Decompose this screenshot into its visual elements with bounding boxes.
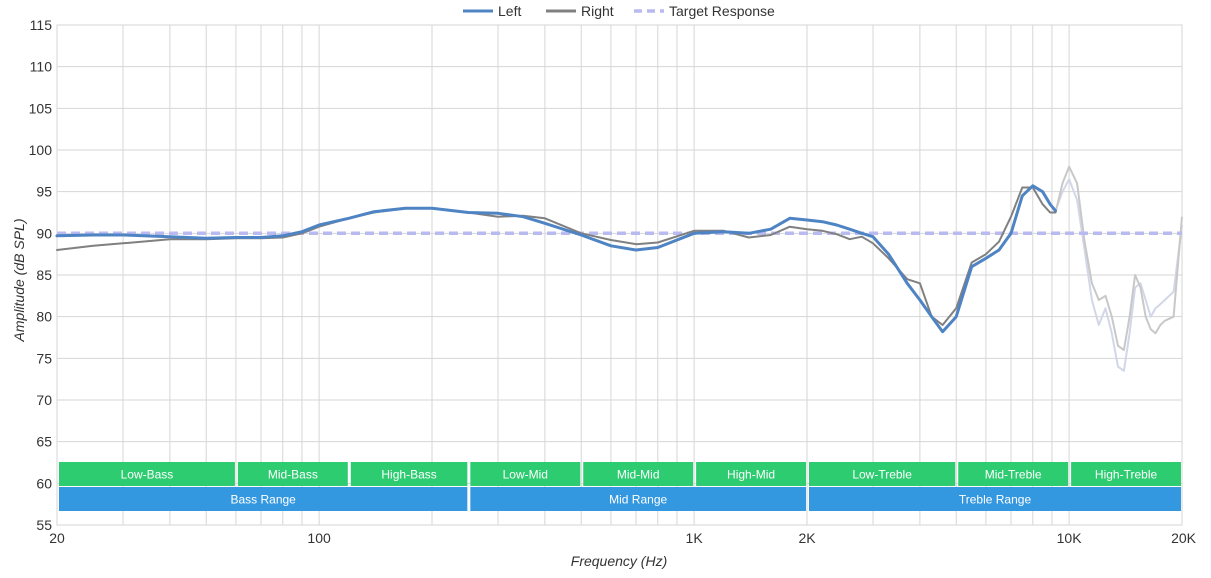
y-tick-label: 95 xyxy=(36,184,52,200)
faded-series-line xyxy=(1054,165,1183,351)
legend-label: Target Response xyxy=(669,3,775,19)
y-tick-label: 105 xyxy=(29,100,53,116)
y-tick-label: 80 xyxy=(36,309,52,325)
legend-label: Right xyxy=(581,3,614,19)
x-tick-label: 10K xyxy=(1057,530,1083,546)
frequency-bands: Low-Bass Mid-Bass High-Bass Low-Mid Mid-Mid H… xyxy=(59,462,1181,511)
y-axis-label: Amplitude (dB SPL) xyxy=(11,219,27,343)
y-tick-label: 110 xyxy=(30,59,53,75)
legend-label: Left xyxy=(498,3,521,19)
y-tick-label: 90 xyxy=(36,225,52,241)
x-axis-ticks: 20 100 1K 2K 10K 20K xyxy=(49,530,1196,546)
band-label: Low-Treble xyxy=(852,468,912,482)
x-tick-label: 2K xyxy=(798,530,816,546)
x-axis-label: Frequency (Hz) xyxy=(571,553,667,569)
band-label: Treble Range xyxy=(959,493,1032,507)
x-tick-label: 20 xyxy=(49,530,65,546)
legend: Left Right Target Response xyxy=(463,3,775,19)
band-label: High-Bass xyxy=(381,468,436,482)
y-tick-label: 70 xyxy=(36,392,52,408)
band-mid-range xyxy=(470,487,806,511)
plot-border xyxy=(56,24,1183,526)
band-low-treble xyxy=(809,462,956,486)
y-axis-ticks: 55 60 65 70 75 80 85 90 95 100 105 110 115 xyxy=(29,17,53,533)
band-high-treble xyxy=(1071,462,1181,486)
y-tick-label: 115 xyxy=(30,17,53,33)
band-label: Mid-Mid xyxy=(617,468,660,482)
band-mid-treble xyxy=(958,462,1069,486)
band-label: Bass Range xyxy=(230,493,296,507)
x-tick-label: 1K xyxy=(686,530,704,546)
band-label: Mid Range xyxy=(609,493,667,507)
band-label: Low-Bass xyxy=(121,468,174,482)
band-label: Mid-Treble xyxy=(985,468,1042,482)
band-label: Mid-Bass xyxy=(268,468,318,482)
x-tick-label: 20K xyxy=(1171,530,1197,546)
y-tick-label: 75 xyxy=(36,350,52,366)
series-line-right xyxy=(56,186,1057,326)
y-tick-label: 60 xyxy=(36,475,52,491)
band-bass-range xyxy=(59,487,468,511)
band-low-bass xyxy=(59,462,235,486)
y-tick-label: 100 xyxy=(29,142,53,158)
band-label: High-Treble xyxy=(1095,468,1158,482)
y-tick-label: 55 xyxy=(36,517,52,533)
band-mid-bass xyxy=(237,462,348,486)
band-treble-range xyxy=(809,487,1181,511)
faded-series-line xyxy=(1054,178,1183,372)
band-high-mid xyxy=(696,462,806,486)
band-low-mid xyxy=(470,462,581,486)
band-label: High-Mid xyxy=(727,468,775,482)
band-label: Low-Mid xyxy=(503,468,548,482)
grid xyxy=(56,24,1183,526)
y-tick-label: 65 xyxy=(36,434,52,450)
x-tick-label: 100 xyxy=(307,530,331,546)
series-layer xyxy=(55,165,1183,372)
series-line-left xyxy=(55,184,1057,334)
y-tick-label: 85 xyxy=(36,267,52,283)
band-mid-mid xyxy=(583,462,694,486)
band-high-bass xyxy=(350,462,468,486)
